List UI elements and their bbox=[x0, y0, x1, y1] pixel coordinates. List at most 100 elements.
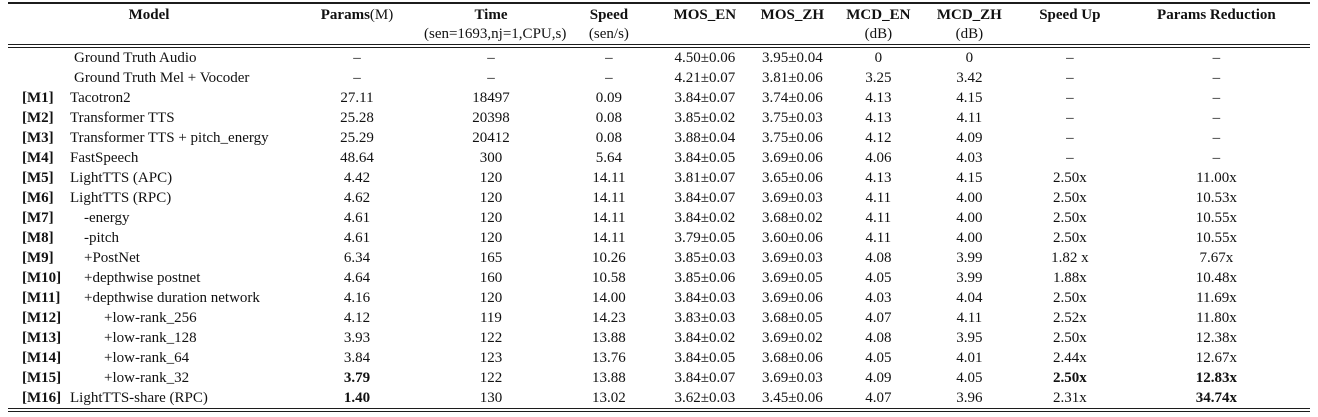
cell-time: – bbox=[487, 70, 495, 86]
cell-speed-up: 2.50x bbox=[1052, 210, 1087, 226]
cell-mcd-zh: 4.11 bbox=[956, 310, 983, 326]
table-row-m2: [M2] Transformer TTS 25.28 20398 0.08 3.85±0.… bbox=[8, 108, 1310, 128]
column-subheader-time: (sen=1693,nj=1,CPU,s) bbox=[423, 26, 566, 48]
table-row-m12: [M12] +low-rank_256 4.12 119 14.23 3.83±0.03 3… bbox=[8, 308, 1310, 328]
table-header: Model Params(M) Time Speed MOS_EN MOS_ZH MCD_E… bbox=[8, 2, 1310, 48]
cell-model: [M7] -energy bbox=[8, 208, 290, 228]
table-row-m1: [M1] Tacotron2 27.11 18497 0.09 3.84±0.07 3.74… bbox=[8, 88, 1310, 108]
cell-mcd-zh: 4.11 bbox=[956, 110, 983, 126]
column-label-suffix: (M) bbox=[369, 7, 394, 23]
model-tag: [M1] bbox=[22, 90, 54, 106]
column-header-time: Time bbox=[423, 2, 558, 26]
cell-model: [M10] +depthwise postnet bbox=[8, 268, 290, 288]
model-tag: [M7] bbox=[22, 210, 54, 226]
cell-speed: 14.11 bbox=[592, 170, 626, 186]
cell-model: [M5] LightTTS (APC) bbox=[8, 168, 290, 188]
cell-mos-en: 3.84±0.02 bbox=[674, 330, 736, 346]
column-label: Speed bbox=[589, 7, 629, 23]
model-tag: [M15] bbox=[22, 370, 62, 386]
cell-time: 120 bbox=[479, 230, 503, 246]
cell-params: 4.12 bbox=[343, 310, 371, 326]
cell-mos-en: 4.21±0.07 bbox=[674, 70, 736, 86]
cell-params-reduction: – bbox=[1212, 130, 1221, 146]
cell-mos-en: 3.84±0.02 bbox=[674, 210, 736, 226]
cell-time: 120 bbox=[479, 190, 503, 206]
cell-params-reduction: 12.83x bbox=[1195, 370, 1238, 386]
cell-mcd-en: 4.05 bbox=[865, 350, 892, 366]
cell-model: [M11] +depthwise duration network bbox=[8, 288, 290, 308]
table-row-m15: [M15] +low-rank_32 3.79 122 13.88 3.84±0.07 3.… bbox=[8, 368, 1310, 388]
model-tag: [M11] bbox=[22, 290, 61, 306]
cell-speed: – bbox=[605, 50, 613, 66]
cell-mos-zh: 3.75±0.03 bbox=[761, 110, 823, 126]
cell-mos-en: 3.84±0.03 bbox=[674, 290, 736, 306]
cell-speed: – bbox=[605, 70, 613, 86]
cell-model: [M12] +low-rank_256 bbox=[8, 308, 290, 328]
cell-mos-zh: 3.81±0.06 bbox=[761, 70, 823, 86]
cell-mos-en: 3.85±0.02 bbox=[674, 110, 736, 126]
model-name: LightTTS-share (RPC) bbox=[70, 390, 208, 406]
cell-time: 122 bbox=[479, 370, 503, 386]
cell-mcd-en: 4.11 bbox=[865, 210, 892, 226]
cell-mos-zh: 3.69±0.02 bbox=[761, 330, 823, 346]
cell-mos-en: 3.84±0.07 bbox=[674, 370, 736, 386]
model-name: Transformer TTS + pitch_energy bbox=[70, 130, 269, 146]
cell-time: 300 bbox=[479, 150, 503, 166]
cell-time: 20412 bbox=[472, 130, 510, 146]
model-tag: [M5] bbox=[22, 170, 54, 186]
cell-speed: 0.08 bbox=[595, 130, 623, 146]
cell-speed-up: 2.31x bbox=[1016, 388, 1123, 412]
cell-time: 20398 bbox=[472, 110, 510, 126]
column-subheader-mcd-en: (dB) bbox=[834, 26, 922, 48]
cell-time: 165 bbox=[479, 250, 503, 266]
header-row-main: Model Params(M) Time Speed MOS_EN MOS_ZH MCD_E… bbox=[8, 2, 1310, 26]
table-row-m4: [M4] FastSpeech 48.64 300 5.64 3.84±0.05 3.69±… bbox=[8, 148, 1310, 168]
column-label: Params bbox=[320, 7, 370, 23]
cell-params: 48.64 bbox=[340, 150, 374, 166]
model-tag: [M4] bbox=[22, 150, 54, 166]
model-tag: [M9] bbox=[22, 250, 54, 266]
model-tag: [M6] bbox=[22, 190, 54, 206]
cell-time: 130 bbox=[423, 388, 558, 412]
cell-params-reduction: 10.48x bbox=[1195, 270, 1238, 286]
cell-time: 119 bbox=[479, 310, 502, 326]
cell-mos-zh: 3.68±0.06 bbox=[761, 350, 823, 366]
column-subheader-speed: (sen/s) bbox=[557, 26, 660, 48]
cell-speed-up: 2.50x bbox=[1052, 170, 1087, 186]
table-row-m16: [M16] LightTTS-share (RPC) 1.40 130 13.02 3.6… bbox=[8, 388, 1310, 412]
cell-mos-zh: 3.65±0.06 bbox=[761, 170, 823, 186]
cell-mcd-zh: 4.00 bbox=[956, 210, 983, 226]
cell-params: 4.42 bbox=[343, 170, 371, 186]
model-tag: [M16] bbox=[22, 390, 62, 406]
cell-speed: 10.26 bbox=[592, 250, 626, 266]
column-label: MCD_ZH bbox=[936, 7, 1002, 23]
cell-mcd-en: 0 bbox=[874, 50, 883, 66]
cell-speed-up: 2.50x bbox=[1052, 330, 1087, 346]
cell-time: 123 bbox=[479, 350, 503, 366]
cell-params: 1.40 bbox=[290, 388, 424, 412]
cell-model: [M4] FastSpeech bbox=[8, 148, 290, 168]
column-header-params-reduction: Params Reduction bbox=[1122, 2, 1310, 26]
cell-mcd-en: 4.13 bbox=[865, 170, 892, 186]
cell-params-reduction: 11.00x bbox=[1196, 170, 1237, 186]
cell-mcd-en: 4.08 bbox=[865, 330, 892, 346]
cell-mcd-zh: 4.04 bbox=[956, 290, 983, 306]
model-name: LightTTS (APC) bbox=[70, 170, 173, 186]
table-row-m14: [M14] +low-rank_64 3.84 123 13.76 3.84±0.05 3.… bbox=[8, 348, 1310, 368]
cell-speed: 14.23 bbox=[592, 310, 626, 326]
cell-mos-zh: 3.69±0.03 bbox=[761, 190, 823, 206]
cell-speed: 14.00 bbox=[592, 290, 626, 306]
cell-time: 18497 bbox=[472, 90, 510, 106]
column-subheader-mos-en bbox=[659, 26, 750, 48]
cell-mcd-zh: 3.96 bbox=[921, 388, 1017, 412]
cell-model: [M8] -pitch bbox=[8, 228, 290, 248]
cell-params: 25.29 bbox=[340, 130, 374, 146]
cell-params-reduction: 11.80x bbox=[1196, 310, 1237, 326]
table-body: Ground Truth Audio – – – 4.50±0.06 3.95±0.04 0… bbox=[8, 46, 1310, 412]
model-tag: [M3] bbox=[22, 130, 54, 146]
cell-mcd-zh: 4.03 bbox=[956, 150, 983, 166]
column-header-params: Params(M) bbox=[290, 2, 424, 26]
column-label: MCD_EN bbox=[846, 7, 911, 23]
table-row-m13: [M13] +low-rank_128 3.93 122 13.88 3.84±0.02 3… bbox=[8, 328, 1310, 348]
cell-mos-en: 3.88±0.04 bbox=[674, 130, 736, 146]
